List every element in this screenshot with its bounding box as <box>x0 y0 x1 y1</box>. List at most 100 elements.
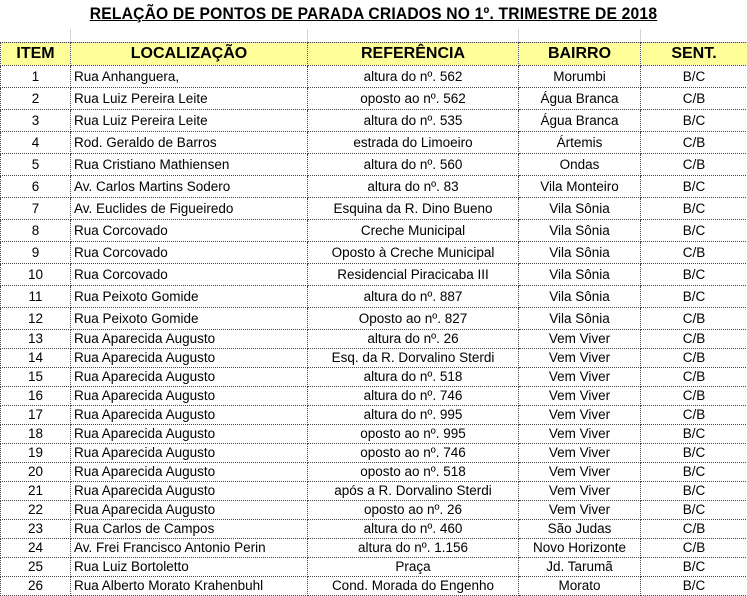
sent-cell[interactable]: B/C <box>641 176 747 198</box>
referencia-cell[interactable]: altura do nº. 518 <box>308 368 519 387</box>
referencia-cell[interactable]: oposto ao nº. 746 <box>308 444 519 463</box>
bairro-cell[interactable]: Vem Viver <box>519 425 641 444</box>
referencia-cell[interactable]: Esq. da R. Dorvalino Sterdi <box>308 349 519 368</box>
bairro-cell[interactable]: Ondas <box>519 154 641 176</box>
localizacao-cell[interactable]: Rua Aparecida Augusto <box>71 463 308 482</box>
localizacao-cell[interactable]: Rua Corcovado <box>71 264 308 286</box>
localizacao-cell[interactable]: Rua Aparecida Augusto <box>71 368 308 387</box>
bairro-cell[interactable]: Vem Viver <box>519 330 641 349</box>
sent-cell[interactable]: C/B <box>641 330 747 349</box>
sent-cell[interactable]: B/C <box>641 577 747 596</box>
sent-cell[interactable]: C/B <box>641 539 747 558</box>
item-cell[interactable]: 15 <box>1 368 71 387</box>
referencia-cell[interactable]: altura do nº. 26 <box>308 330 519 349</box>
sent-cell[interactable]: B/C <box>641 444 747 463</box>
item-cell[interactable]: 8 <box>1 220 71 242</box>
column-header-referencia[interactable]: REFERÊNCIA <box>308 43 519 66</box>
localizacao-cell[interactable]: Rua Peixoto Gomide <box>71 308 308 330</box>
item-cell[interactable]: 9 <box>1 242 71 264</box>
localizacao-cell[interactable]: Rua Alberto Morato Krahenbuhl <box>71 577 308 596</box>
item-cell[interactable]: 20 <box>1 463 71 482</box>
referencia-cell[interactable]: altura do nº. 746 <box>308 387 519 406</box>
sent-cell[interactable]: C/B <box>641 308 747 330</box>
sent-cell[interactable]: B/C <box>641 220 747 242</box>
localizacao-cell[interactable]: Rua Aparecida Augusto <box>71 387 308 406</box>
localizacao-cell[interactable]: Rua Aparecida Augusto <box>71 425 308 444</box>
sent-cell[interactable]: B/C <box>641 264 747 286</box>
sent-cell[interactable]: C/B <box>641 88 747 110</box>
item-cell[interactable]: 12 <box>1 308 71 330</box>
referencia-cell[interactable]: Esquina da R. Dino Bueno <box>308 198 519 220</box>
localizacao-cell[interactable]: Av. Frei Francisco Antonio Perin <box>71 539 308 558</box>
bairro-cell[interactable]: Vila Sônia <box>519 286 641 308</box>
bairro-cell[interactable]: Vila Sônia <box>519 242 641 264</box>
item-cell[interactable]: 25 <box>1 558 71 577</box>
sent-cell[interactable]: B/C <box>641 198 747 220</box>
sent-cell[interactable]: C/B <box>641 132 747 154</box>
referencia-cell[interactable]: oposto ao nº. 562 <box>308 88 519 110</box>
item-cell[interactable]: 4 <box>1 132 71 154</box>
bairro-cell[interactable]: Vila Monteiro <box>519 176 641 198</box>
item-cell[interactable]: 24 <box>1 539 71 558</box>
localizacao-cell[interactable]: Rua Cristiano Mathiensen <box>71 154 308 176</box>
item-cell[interactable]: 23 <box>1 520 71 539</box>
sent-cell[interactable]: C/B <box>641 349 747 368</box>
sent-cell[interactable]: C/B <box>641 520 747 539</box>
referencia-cell[interactable]: altura do nº. 560 <box>308 154 519 176</box>
bairro-cell[interactable]: Vila Sônia <box>519 220 641 242</box>
referencia-cell[interactable]: altura do nº. 995 <box>308 406 519 425</box>
sent-cell[interactable]: B/C <box>641 558 747 577</box>
localizacao-cell[interactable]: Rua Luiz Bortoletto <box>71 558 308 577</box>
bairro-cell[interactable]: Vem Viver <box>519 463 641 482</box>
bairro-cell[interactable]: Vem Viver <box>519 501 641 520</box>
bairro-cell[interactable]: Vem Viver <box>519 387 641 406</box>
column-header-bairro[interactable]: BAIRRO <box>519 43 641 66</box>
localizacao-cell[interactable]: Rua Peixoto Gomide <box>71 286 308 308</box>
bairro-cell[interactable]: Água Branca <box>519 110 641 132</box>
item-cell[interactable]: 26 <box>1 577 71 596</box>
bairro-cell[interactable]: Vem Viver <box>519 406 641 425</box>
referencia-cell[interactable]: Residencial Piracicaba III <box>308 264 519 286</box>
item-cell[interactable]: 5 <box>1 154 71 176</box>
referencia-cell[interactable]: altura do nº. 535 <box>308 110 519 132</box>
item-cell[interactable]: 7 <box>1 198 71 220</box>
referencia-cell[interactable]: Creche Municipal <box>308 220 519 242</box>
referencia-cell[interactable]: Oposto ao nº. 827 <box>308 308 519 330</box>
localizacao-cell[interactable]: Rua Corcovado <box>71 242 308 264</box>
localizacao-cell[interactable]: Rua Anhanguera, <box>71 66 308 88</box>
bairro-cell[interactable]: Vila Sônia <box>519 264 641 286</box>
referencia-cell[interactable]: oposto ao nº. 518 <box>308 463 519 482</box>
item-cell[interactable]: 2 <box>1 88 71 110</box>
referencia-cell[interactable]: Cond. Morada do Engenho <box>308 577 519 596</box>
referencia-cell[interactable]: altura do nº. 1.156 <box>308 539 519 558</box>
localizacao-cell[interactable]: Rua Aparecida Augusto <box>71 482 308 501</box>
sent-cell[interactable]: C/B <box>641 242 747 264</box>
sent-cell[interactable]: C/B <box>641 387 747 406</box>
bairro-cell[interactable]: São Judas <box>519 520 641 539</box>
item-cell[interactable]: 22 <box>1 501 71 520</box>
referencia-cell[interactable]: Oposto à Creche Municipal <box>308 242 519 264</box>
sent-cell[interactable]: B/C <box>641 66 747 88</box>
referencia-cell[interactable]: oposto ao nº. 26 <box>308 501 519 520</box>
item-cell[interactable]: 3 <box>1 110 71 132</box>
localizacao-cell[interactable]: Av. Carlos Martins Sodero <box>71 176 308 198</box>
item-cell[interactable]: 19 <box>1 444 71 463</box>
item-cell[interactable]: 1 <box>1 66 71 88</box>
sent-cell[interactable]: C/B <box>641 154 747 176</box>
bairro-cell[interactable]: Vem Viver <box>519 482 641 501</box>
localizacao-cell[interactable]: Rua Aparecida Augusto <box>71 349 308 368</box>
item-cell[interactable]: 16 <box>1 387 71 406</box>
sent-cell[interactable]: C/B <box>641 406 747 425</box>
item-cell[interactable]: 17 <box>1 406 71 425</box>
localizacao-cell[interactable]: Rua Aparecida Augusto <box>71 406 308 425</box>
bairro-cell[interactable]: Vila Sônia <box>519 308 641 330</box>
column-header-item[interactable]: ITEM <box>1 43 71 66</box>
column-header-localizacao[interactable]: LOCALIZAÇÃO <box>71 43 308 66</box>
localizacao-cell[interactable]: Rod. Geraldo de Barros <box>71 132 308 154</box>
bairro-cell[interactable]: Vem Viver <box>519 349 641 368</box>
referencia-cell[interactable]: oposto ao nº. 995 <box>308 425 519 444</box>
bairro-cell[interactable]: Ártemis <box>519 132 641 154</box>
bairro-cell[interactable]: Novo Horizonte <box>519 539 641 558</box>
item-cell[interactable]: 18 <box>1 425 71 444</box>
item-cell[interactable]: 21 <box>1 482 71 501</box>
